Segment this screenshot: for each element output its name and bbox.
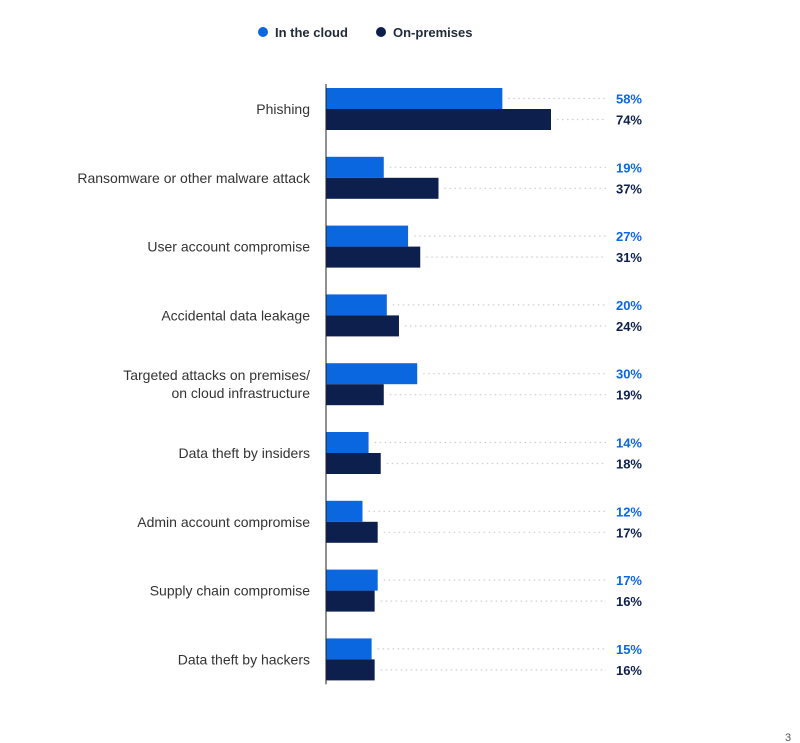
- value-label-onprem: 31%: [616, 250, 642, 265]
- category-group: Admin account compromise 12% 17%: [137, 500, 642, 543]
- value-label-onprem: 37%: [616, 181, 642, 196]
- bar-onprem: [326, 315, 399, 337]
- bar-cloud: [326, 432, 369, 453]
- category-label: Ransomware or other malware attack: [77, 170, 311, 186]
- value-label-cloud: 27%: [616, 229, 642, 244]
- category-label: Data theft by insiders: [178, 445, 310, 461]
- legend-marker-onprem: [376, 27, 386, 37]
- bar-cloud: [326, 156, 384, 178]
- bar-onprem: [326, 246, 421, 268]
- category-group: Data theft by hackers 15% 16%: [178, 638, 642, 681]
- legend-label-cloud: In the cloud: [275, 25, 348, 40]
- value-label-cloud: 58%: [616, 92, 642, 107]
- value-label-onprem: 24%: [616, 319, 642, 334]
- bar-cloud: [326, 225, 409, 247]
- category-group: Ransomware or other malware attack 19% 37%: [77, 156, 642, 199]
- bar-cloud: [326, 88, 503, 109]
- category-group: Supply chain compromise 17% 16%: [150, 569, 642, 612]
- category-label: Targeted attacks on premises/on cloud in…: [123, 367, 310, 401]
- category-label: Accidental data leakage: [161, 307, 310, 323]
- legend: In the cloud On-premises: [258, 25, 472, 40]
- value-label-cloud: 20%: [616, 298, 642, 313]
- value-label-onprem: 16%: [616, 594, 642, 609]
- bar-cloud: [326, 363, 418, 385]
- bar-cloud: [326, 294, 387, 316]
- value-label-cloud: 15%: [616, 642, 642, 657]
- category-label: Phishing: [256, 101, 310, 117]
- value-label-onprem: 18%: [616, 457, 642, 472]
- category-label: Supply chain compromise: [150, 583, 311, 599]
- category-label: Admin account compromise: [137, 514, 310, 530]
- bar-cloud: [326, 638, 372, 660]
- bar-onprem: [326, 521, 378, 543]
- value-label-cloud: 12%: [616, 504, 642, 519]
- category-group: Data theft by insiders 14% 18%: [178, 432, 642, 474]
- bar-onprem: [326, 659, 375, 681]
- bar-onprem: [326, 453, 381, 474]
- value-label-cloud: 30%: [616, 367, 642, 382]
- bar-cloud: [326, 500, 363, 522]
- legend-label-onprem: On-premises: [393, 25, 472, 40]
- bar-onprem: [326, 177, 439, 199]
- page-number: 3: [785, 732, 791, 743]
- value-label-cloud: 17%: [616, 573, 642, 588]
- value-label-onprem: 74%: [616, 113, 642, 128]
- category-label: User account compromise: [147, 239, 310, 255]
- category-label: Data theft by hackers: [178, 651, 310, 667]
- legend-marker-cloud: [258, 27, 268, 37]
- bar-onprem: [326, 384, 384, 406]
- value-label-onprem: 19%: [616, 388, 642, 403]
- value-label-onprem: 17%: [616, 525, 642, 540]
- category-group: Phishing 58% 74%: [256, 88, 642, 130]
- category-group: User account compromise 27% 31%: [147, 225, 642, 268]
- category-group: Targeted attacks on premises/on cloud in…: [123, 363, 642, 406]
- bar-onprem: [326, 109, 551, 130]
- value-label-cloud: 14%: [616, 436, 642, 451]
- bar-onprem: [326, 590, 375, 612]
- plot-area: Phishing 58% 74% Ransomware or other malwar…: [77, 84, 642, 685]
- value-label-onprem: 16%: [616, 663, 642, 678]
- category-group: Accidental data leakage 20% 24%: [161, 294, 642, 337]
- value-label-cloud: 19%: [616, 160, 642, 175]
- bar-cloud: [326, 569, 378, 591]
